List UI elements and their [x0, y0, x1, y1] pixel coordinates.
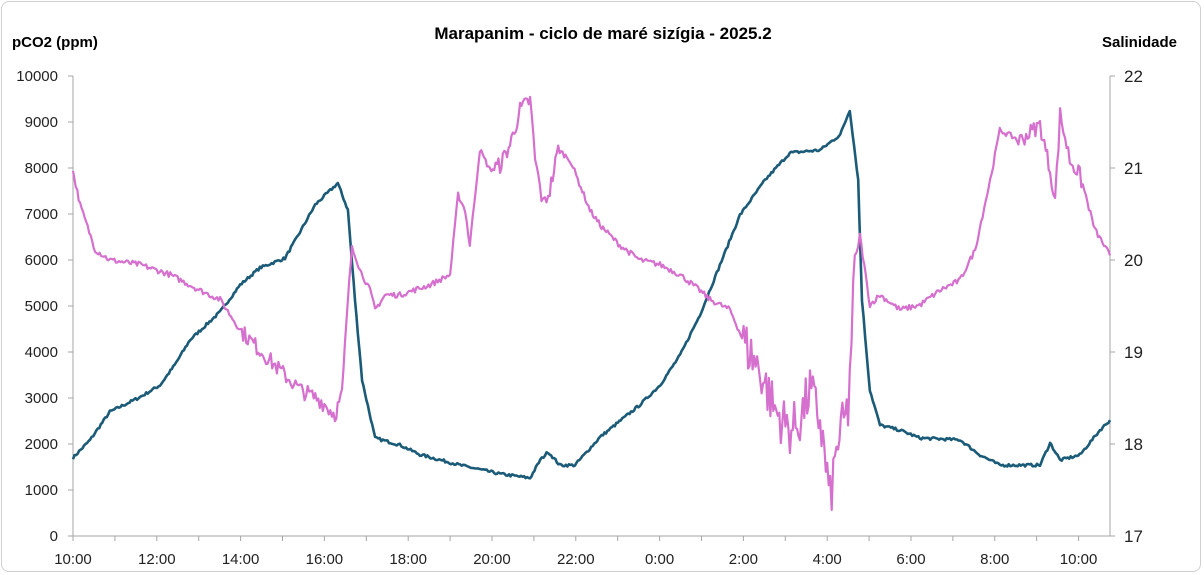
- x-tick-label: 4:00: [813, 551, 842, 568]
- y-tick-label: 6000: [25, 252, 58, 269]
- y2-tick-label: 17: [1124, 527, 1143, 546]
- x-tick-label: 18:00: [389, 551, 427, 568]
- y-tick-label: 4000: [25, 344, 58, 361]
- chart-title: Marapanim - ciclo de maré sizígia - 2025…: [434, 24, 771, 43]
- y-tick-label: 1000: [25, 482, 58, 499]
- y-tick-label: 3000: [25, 390, 58, 407]
- y-tick-label: 8000: [25, 160, 58, 177]
- x-tick-label: 6:00: [896, 551, 925, 568]
- x-tick-label: 2:00: [729, 551, 758, 568]
- x-tick-label: 0:00: [645, 551, 674, 568]
- x-tick-label: 12:00: [138, 551, 176, 568]
- y2-tick-label: 22: [1124, 67, 1143, 86]
- y-tick-label: 0: [50, 528, 58, 545]
- axes: 0 1000 2000 3000 4000 5000 6000 7000 8000 9000 100…: [16, 67, 1143, 568]
- x-tick-label: 10:00: [54, 551, 92, 568]
- x-tick-label: 16:00: [306, 551, 344, 568]
- y-axis-label: pCO2 (ppm): [12, 34, 98, 51]
- y-tick-label: 7000: [25, 206, 58, 223]
- y2-tick-label: 19: [1124, 343, 1143, 362]
- x-tick-label: 10:00: [1060, 551, 1098, 568]
- y-tick-label: 2000: [25, 436, 58, 453]
- series-line-salinidade: [71, 95, 1112, 512]
- series-lines: [71, 95, 1112, 512]
- series-line-pco2: [71, 109, 1112, 480]
- y2-tick-label: 21: [1124, 159, 1143, 178]
- y-tick-label: 5000: [25, 298, 58, 315]
- y2-tick-label: 20: [1124, 251, 1143, 270]
- x-tick-label: 22:00: [557, 551, 595, 568]
- y2-axis-label: Salinidade: [1102, 34, 1177, 51]
- x-tick-label: 14:00: [222, 551, 260, 568]
- x-tick-label: 20:00: [473, 551, 511, 568]
- x-tick-label: 8:00: [980, 551, 1009, 568]
- y2-tick-label: 18: [1124, 435, 1143, 454]
- y-tick-label: 10000: [16, 68, 58, 85]
- y-tick-label: 9000: [25, 114, 58, 131]
